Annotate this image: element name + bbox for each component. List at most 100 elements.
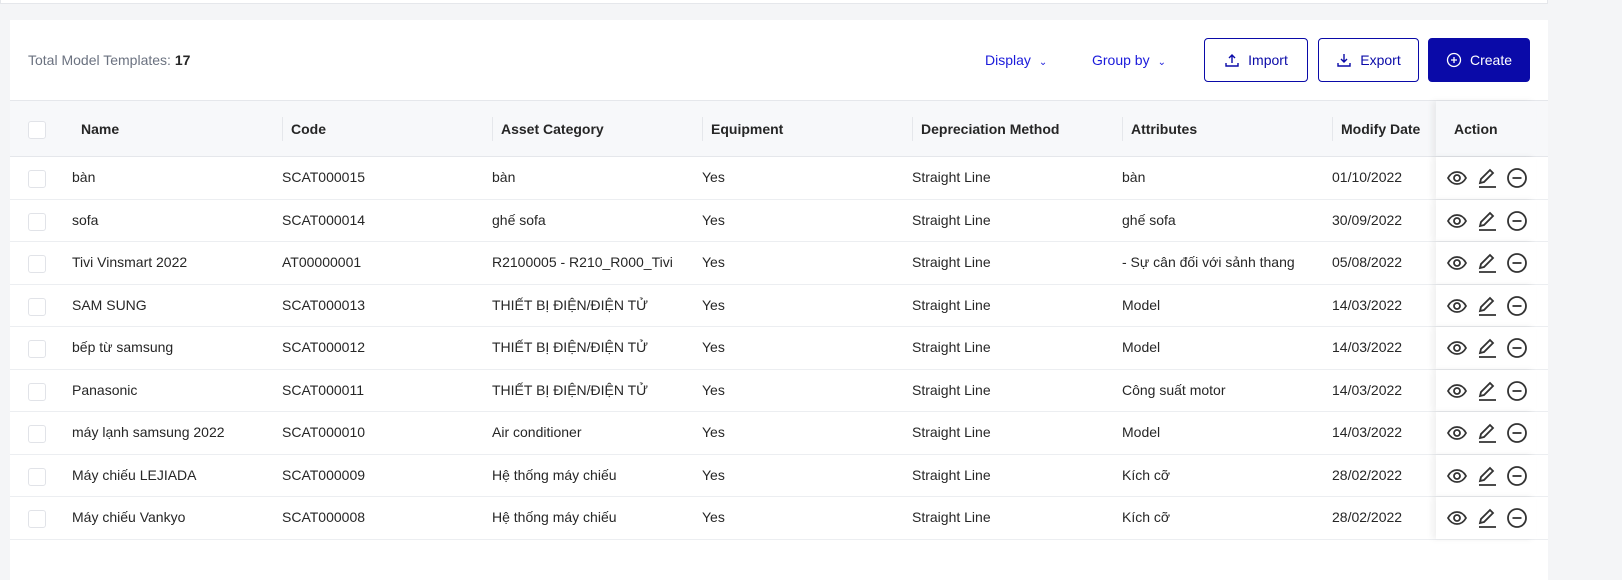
edit-icon[interactable] xyxy=(1476,252,1498,274)
table-header: Name Code Asset Category Equipment Depreciat… xyxy=(10,100,1548,157)
group-by-dropdown[interactable]: Group by ⌄ xyxy=(1092,52,1166,68)
row-checkbox[interactable] xyxy=(28,382,46,401)
cell-equipment: Yes xyxy=(702,466,725,483)
import-button[interactable]: Import xyxy=(1204,38,1308,82)
cell-code: SCAT000010 xyxy=(282,424,366,440)
remove-icon[interactable] xyxy=(1506,507,1528,529)
cell-code: SCAT000011 xyxy=(282,381,364,398)
remove-icon[interactable] xyxy=(1506,295,1528,317)
table-row[interactable]: SAM SUNG SCAT000013 THIẾT BỊ ĐIỆN/ĐIỆN TỬ Y… xyxy=(10,284,1548,327)
cell-depreciation-method: Straight Line xyxy=(912,339,991,355)
cell-depreciation-method: Straight Line xyxy=(912,509,991,525)
cell-equipment: Yes xyxy=(702,169,725,185)
cell-code: SCAT000008 xyxy=(282,509,366,525)
table-row[interactable]: Máy chiếu LEJIADA SCAT000009 Hệ thống máy … xyxy=(10,454,1548,497)
remove-icon[interactable] xyxy=(1506,210,1528,232)
view-icon[interactable] xyxy=(1446,210,1468,232)
column-header-code[interactable]: Code xyxy=(291,121,326,137)
cell-depreciation-method: Straight Line xyxy=(912,254,991,270)
edit-icon[interactable] xyxy=(1476,380,1498,402)
display-dropdown[interactable]: Display ⌄ xyxy=(985,52,1047,68)
row-checkbox[interactable] xyxy=(28,297,46,316)
cell-asset-category: THIẾT BỊ ĐIỆN/ĐIỆN TỬ xyxy=(492,296,649,313)
cell-equipment: Yes xyxy=(702,509,725,525)
table-row[interactable]: sofa SCAT000014 ghế sofa Yes Straight Line gh… xyxy=(10,199,1548,242)
row-checkbox[interactable] xyxy=(28,170,46,188)
view-icon[interactable] xyxy=(1446,507,1468,529)
row-checkbox[interactable] xyxy=(28,510,46,528)
row-actions xyxy=(1436,284,1536,326)
edit-icon[interactable] xyxy=(1476,337,1498,359)
column-separator xyxy=(702,117,703,141)
cell-modify-date: 14/03/2022 xyxy=(1332,339,1403,355)
export-button[interactable]: Export xyxy=(1318,38,1419,82)
column-header-depreciation-method[interactable]: Depreciation Method xyxy=(921,121,1060,137)
column-separator xyxy=(912,117,913,141)
table-row[interactable]: bếp từ samsung SCAT000012 THIẾT BỊ ĐIỆN/ĐI… xyxy=(10,327,1548,370)
column-header-action: Action xyxy=(1454,121,1498,137)
remove-icon[interactable] xyxy=(1506,465,1528,487)
cell-equipment: Yes xyxy=(702,381,725,398)
total-value: 17 xyxy=(174,52,191,68)
view-icon[interactable] xyxy=(1446,252,1468,274)
edit-icon[interactable] xyxy=(1476,507,1498,529)
cell-equipment: Yes xyxy=(702,339,725,355)
remove-icon[interactable] xyxy=(1506,422,1528,444)
row-checkbox[interactable] xyxy=(28,212,46,231)
edit-icon[interactable] xyxy=(1476,295,1498,317)
cell-asset-category: bàn xyxy=(492,169,516,185)
cell-depreciation-method: Straight Line xyxy=(912,169,991,185)
remove-icon[interactable] xyxy=(1506,167,1528,189)
edit-icon[interactable] xyxy=(1476,210,1498,232)
view-icon[interactable] xyxy=(1446,295,1468,317)
remove-icon[interactable] xyxy=(1506,337,1528,359)
row-checkbox[interactable] xyxy=(28,467,46,486)
remove-icon[interactable] xyxy=(1506,252,1528,274)
upload-icon xyxy=(1225,54,1239,67)
cell-modify-date: 30/09/2022 xyxy=(1332,211,1403,228)
total-count: Total Model Templates: 17 xyxy=(28,52,190,68)
table-row[interactable]: Panasonic SCAT000011 THIẾT BỊ ĐIỆN/ĐIỆN TỬ… xyxy=(10,369,1548,412)
cell-depreciation-method: Straight Line xyxy=(912,211,991,228)
cell-code: SCAT000009 xyxy=(282,466,366,483)
group-by-label: Group by xyxy=(1092,52,1150,68)
column-header-asset-category[interactable]: Asset Category xyxy=(501,121,604,137)
edit-icon[interactable] xyxy=(1476,422,1498,444)
cell-asset-category: ghế sofa xyxy=(492,211,546,228)
table-row[interactable]: máy lạnh samsung 2022 SCAT000010 Air condi… xyxy=(10,412,1548,455)
edit-icon[interactable] xyxy=(1476,167,1498,189)
create-button[interactable]: Create xyxy=(1428,38,1530,82)
edit-icon[interactable] xyxy=(1476,465,1498,487)
chevron-down-icon: ⌄ xyxy=(1038,57,1048,68)
column-header-name[interactable]: Name xyxy=(81,121,120,137)
table-row[interactable]: bàn SCAT000015 bàn Yes Straight Line bàn 01/10… xyxy=(10,157,1548,200)
cell-attributes: Model xyxy=(1122,339,1161,355)
cell-depreciation-method: Straight Line xyxy=(912,381,991,398)
table-row[interactable]: Máy chiếu Vankyo SCAT000008 Hệ thống máy c… xyxy=(10,497,1548,540)
cell-attributes: Công suất motor xyxy=(1122,381,1226,398)
cell-modify-date: 28/02/2022 xyxy=(1332,466,1403,483)
view-icon[interactable] xyxy=(1446,465,1468,487)
cell-modify-date: 14/03/2022 xyxy=(1332,424,1403,440)
chevron-down-icon: ⌄ xyxy=(1157,57,1166,68)
row-checkbox[interactable] xyxy=(28,340,46,358)
cell-name: Tivi Vinsmart 2022 xyxy=(72,254,188,270)
view-icon[interactable] xyxy=(1446,167,1468,189)
cell-code: AT00000001 xyxy=(282,254,362,270)
cell-attributes: Model xyxy=(1122,296,1161,313)
table-row[interactable]: Tivi Vinsmart 2022 AT00000001 R2100005 - R… xyxy=(10,242,1548,285)
column-header-attributes[interactable]: Attributes xyxy=(1131,121,1198,137)
remove-icon[interactable] xyxy=(1506,380,1528,402)
row-checkbox[interactable] xyxy=(28,425,46,443)
cell-depreciation-method: Straight Line xyxy=(912,466,991,483)
row-checkbox[interactable] xyxy=(28,255,46,273)
view-icon[interactable] xyxy=(1446,380,1468,402)
view-icon[interactable] xyxy=(1446,422,1468,444)
column-header-equipment[interactable]: Equipment xyxy=(711,121,784,137)
select-all-checkbox[interactable] xyxy=(28,121,46,139)
cell-attributes: Kích cỡ xyxy=(1122,466,1171,483)
column-header-modify-date[interactable]: Modify Date xyxy=(1341,121,1421,137)
view-icon[interactable] xyxy=(1446,337,1468,359)
row-actions xyxy=(1436,412,1536,454)
cell-modify-date: 05/08/2022 xyxy=(1332,254,1403,270)
